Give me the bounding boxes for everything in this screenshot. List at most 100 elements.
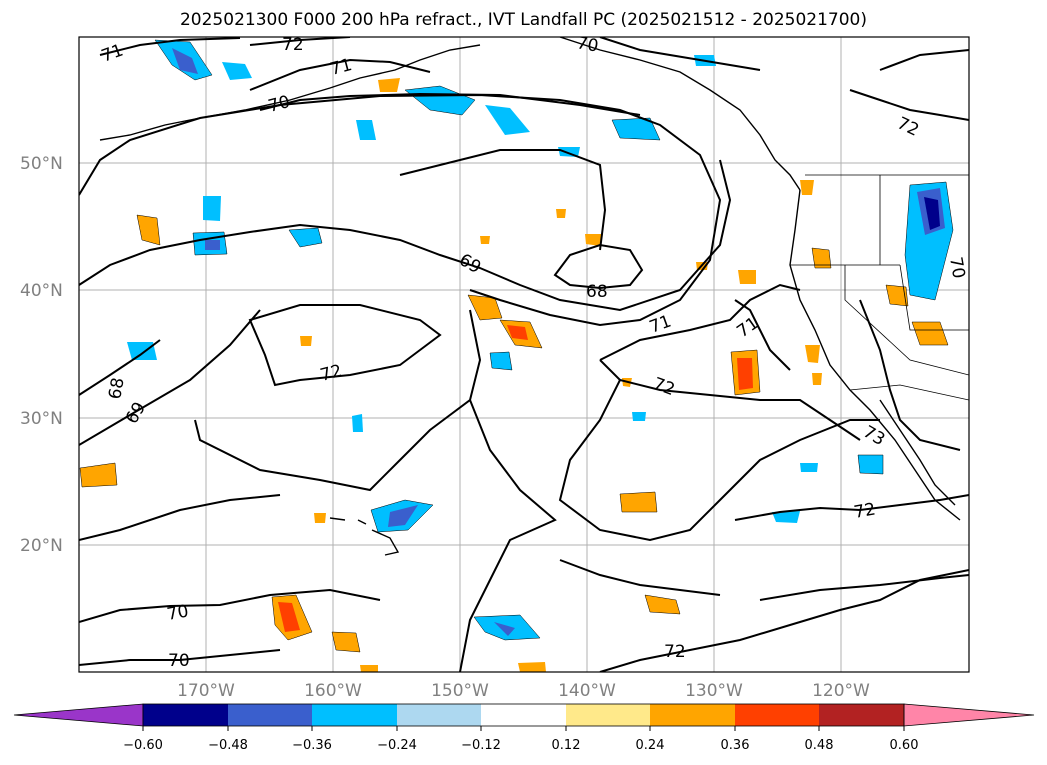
pos-blob: [738, 270, 756, 284]
neg-blob-core: [924, 197, 940, 230]
colorbar-tick-label: −0.36: [292, 738, 332, 753]
lon-label-120w: 120°W: [812, 681, 870, 701]
neg-blob: [632, 412, 646, 421]
neg-blob: [288, 227, 323, 248]
pos-blob: [805, 345, 820, 363]
contour-71-east-2: [599, 283, 801, 361]
neg-blob: [485, 105, 530, 135]
colorbar-outline: [142, 703, 905, 727]
contour-north-71: [599, 37, 761, 71]
contour-69-west: [79, 339, 161, 396]
pos-blob-core: [507, 325, 528, 340]
pos-blob: [885, 284, 909, 307]
pos-blob: [480, 236, 490, 244]
alaska-gulf-coast: [559, 37, 801, 191]
colorbar-segment: [819, 704, 904, 726]
lon-label-130w: 130°W: [685, 681, 743, 701]
pos-blob: [360, 665, 378, 672]
lat-label-20n: 20°N: [20, 536, 63, 556]
contour-lower: [559, 559, 721, 596]
contour-72-east: [599, 359, 861, 441]
colorbar-segment: [650, 704, 735, 726]
pos-blob: [644, 594, 681, 615]
contour-center: [194, 309, 482, 492]
neg-blob-core: [388, 505, 418, 527]
pos-blob: [136, 214, 161, 246]
positive-pc-field: [79, 78, 949, 672]
contour-center-2: [459, 399, 557, 672]
colorbar-tick-label: −0.12: [461, 738, 501, 753]
baja-coast: [879, 399, 956, 506]
lon-label-160w: 160°W: [304, 681, 362, 701]
lon-labels: 170°W 160°W 150°W 140°W 130°W 120°W: [177, 681, 870, 701]
contour-71-mid: [249, 58, 431, 91]
colorbar-tick-label: −0.48: [208, 738, 248, 753]
contour-72-southeast: [599, 569, 969, 672]
colorbar-tick-label: 0.24: [636, 738, 665, 753]
pos-blob: [585, 234, 602, 246]
neg-blob: [352, 414, 363, 432]
lat-label-40n: 40°N: [20, 281, 63, 301]
contour-coast-73: [859, 299, 961, 451]
pos-blob: [300, 336, 312, 346]
contour-70-north: [259, 92, 641, 116]
contour-east-big: [558, 379, 880, 542]
pos-blob-core: [737, 358, 753, 390]
pos-blob-core: [278, 602, 300, 632]
pos-blob: [911, 321, 949, 346]
pos-blob: [467, 294, 503, 321]
contour-south-1: [79, 494, 281, 541]
contour-70-south: [79, 588, 381, 623]
contour-71-coast: [734, 299, 791, 371]
contour-70-ring: [79, 93, 722, 327]
colorbar-extend-low: [13, 703, 144, 727]
map-border: [78, 36, 970, 673]
pos-blob: [619, 491, 658, 513]
pos-blob: [812, 373, 822, 385]
lon-label-150w: 150°W: [431, 681, 489, 701]
pos-blob: [331, 631, 361, 653]
pos-blob: [314, 513, 326, 523]
contour-72-ne: [849, 89, 969, 121]
neg-blob: [772, 511, 800, 523]
lat-label-50n: 50°N: [20, 154, 63, 174]
neg-blob-core: [494, 622, 515, 636]
pos-blob: [556, 209, 566, 218]
gridlines: [79, 37, 969, 672]
contour-label: 72: [282, 35, 304, 55]
colorbar-tick-label: 0.60: [890, 738, 919, 753]
colorbar-segment: [397, 704, 481, 726]
alaska-coast: [99, 44, 481, 141]
neg-blob: [203, 196, 221, 221]
neg-blob: [611, 117, 661, 141]
map-title: 2025021300 F000 200 hPa refract., IVT La…: [179, 10, 867, 30]
contour-label: 68: [586, 282, 608, 302]
colorbar-segment: [566, 704, 650, 726]
contour-label: 72: [852, 499, 877, 522]
pos-blob: [79, 462, 118, 488]
colorbar-tick-label: 0.12: [552, 738, 581, 753]
contour-70-south-2: [79, 649, 281, 666]
contour-label: 70: [575, 33, 600, 56]
colorbar-segment: [735, 704, 819, 726]
neg-blob: [356, 120, 376, 140]
colorbar-tick-label: 0.36: [721, 738, 750, 753]
colorbar-tick-label: −0.24: [377, 738, 417, 753]
boundaries: [790, 174, 969, 401]
contour-72-se: [734, 494, 969, 521]
colorbar-extend-high: [903, 703, 1035, 727]
colorbar-segment: [228, 704, 312, 726]
contour-72-north: [249, 37, 351, 46]
neg-blob: [800, 463, 818, 472]
colorbar: −0.60 −0.48 −0.36 −0.24 −0.12 0.12 0.24 …: [13, 703, 1035, 753]
contour-68-ring: [553, 243, 644, 290]
neg-blob: [222, 62, 252, 80]
lat-label-30n: 30°N: [20, 409, 63, 429]
contour-ne-2: [879, 49, 969, 71]
hawaii-islands: [329, 517, 400, 556]
lon-label-170w: 170°W: [177, 681, 235, 701]
colorbar-tick-label: 0.48: [805, 738, 834, 753]
contour-se-2: [759, 574, 969, 601]
colorbar-segment: [312, 704, 397, 726]
